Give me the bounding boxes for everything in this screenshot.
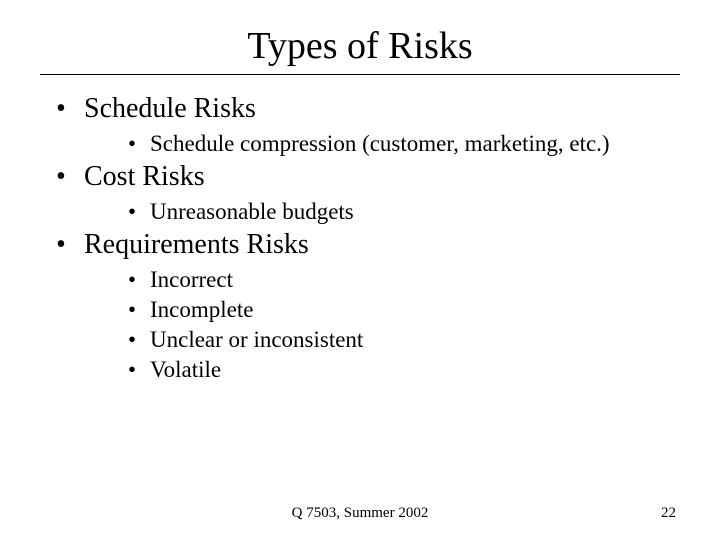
list-subitem: • Volatile bbox=[128, 357, 680, 383]
list-subitem-text: Schedule compression (customer, marketin… bbox=[150, 131, 610, 157]
bullet-icon: • bbox=[128, 131, 150, 157]
list-item: • Schedule Risks bbox=[56, 93, 680, 125]
title-underline bbox=[40, 74, 680, 75]
bullet-icon: • bbox=[56, 229, 84, 261]
list-item: • Cost Risks bbox=[56, 161, 680, 193]
list-subitem: • Incorrect bbox=[128, 267, 680, 293]
list-item: • Requirements Risks bbox=[56, 229, 680, 261]
bullet-icon: • bbox=[128, 199, 150, 225]
bullet-icon: • bbox=[128, 267, 150, 293]
bullet-icon: • bbox=[128, 297, 150, 323]
list-subitem-text: Volatile bbox=[150, 357, 221, 383]
list-item-text: Schedule Risks bbox=[84, 93, 256, 125]
bullet-icon: • bbox=[56, 161, 84, 193]
list-subitem-text: Unreasonable budgets bbox=[150, 199, 354, 225]
list-subitem: • Schedule compression (customer, market… bbox=[128, 131, 680, 157]
list-subitem: • Unclear or inconsistent bbox=[128, 327, 680, 353]
slide-title: Types of Risks bbox=[0, 0, 720, 74]
list-item-text: Cost Risks bbox=[84, 161, 205, 193]
page-number: 22 bbox=[661, 505, 676, 522]
bullet-icon: • bbox=[56, 93, 84, 125]
list-subitem-text: Incorrect bbox=[150, 267, 233, 293]
list-subitem-text: Unclear or inconsistent bbox=[150, 327, 363, 353]
list-subitem: • Unreasonable budgets bbox=[128, 199, 680, 225]
bullet-icon: • bbox=[128, 357, 150, 383]
list-item-text: Requirements Risks bbox=[84, 229, 309, 261]
content-area: • Schedule Risks • Schedule compression … bbox=[0, 93, 720, 383]
footer-text: Q 7503, Summer 2002 bbox=[292, 505, 429, 522]
list-subitem: • Incomplete bbox=[128, 297, 680, 323]
list-subitem-text: Incomplete bbox=[150, 297, 253, 323]
bullet-icon: • bbox=[128, 327, 150, 353]
footer-center: Q 7503, Summer 2002 bbox=[0, 505, 720, 522]
